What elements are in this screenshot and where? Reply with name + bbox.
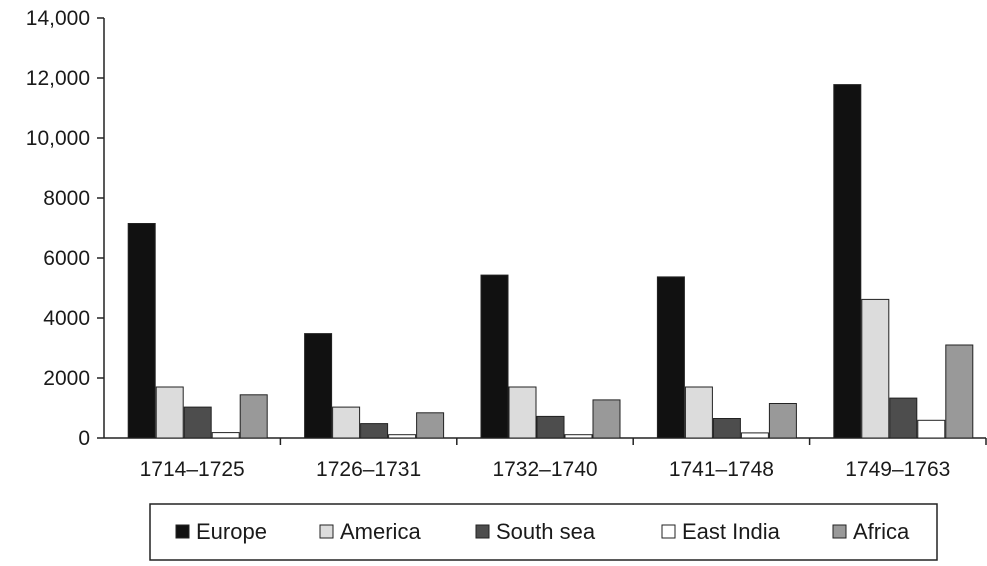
x-tick-label: 1726–1731 [316, 458, 421, 481]
legend: Europe America South sea East India Africa [149, 503, 938, 561]
y-tick-label: 4000 [43, 307, 90, 330]
bar-africa [416, 412, 445, 439]
legend-swatch [661, 524, 676, 539]
bar-south-sea [889, 397, 918, 439]
y-tick-label: 10,000 [26, 127, 90, 150]
bar-europe [833, 84, 862, 439]
x-tick-label: 1741–1748 [669, 458, 774, 481]
bar-east-india [740, 432, 769, 439]
y-tick-label: 6000 [43, 247, 90, 270]
bar-south-sea [536, 415, 565, 439]
y-tick-label: 8000 [43, 187, 90, 210]
y-tick-label: 12,000 [26, 67, 90, 90]
bars [127, 84, 974, 439]
bar-south-sea [183, 406, 212, 439]
legend-box [149, 503, 938, 561]
y-axis: 0 2000 4000 6000 8000 10,000 12,000 14,000 [26, 7, 105, 450]
bar-east-india [917, 419, 946, 439]
y-tick-label: 14,000 [26, 7, 90, 30]
bar-south-sea [712, 418, 741, 439]
legend-swatch [319, 524, 334, 539]
legend-swatch [832, 524, 847, 539]
bar-europe [127, 223, 156, 439]
x-tick-label: 1732–1740 [492, 458, 597, 481]
bar-europe [480, 274, 509, 439]
bar-america [861, 298, 890, 439]
bar-america [508, 386, 537, 439]
bar-africa [592, 399, 621, 439]
x-tick-label: 1749–1763 [845, 458, 950, 481]
bar-africa [945, 344, 974, 439]
legend-label: East India [682, 519, 781, 544]
bar-europe [304, 333, 333, 439]
bar-east-india [564, 434, 593, 439]
legend-swatch [475, 524, 490, 539]
bar-europe [656, 276, 685, 439]
bar-east-india [388, 434, 417, 439]
bar-africa [768, 403, 797, 439]
legend-label: Europe [196, 519, 267, 544]
x-tick-label: 1714–1725 [140, 458, 245, 481]
bar-east-india [211, 432, 240, 439]
legend-label: Africa [853, 519, 910, 544]
y-tick-label: 0 [78, 427, 90, 450]
bar-america [684, 386, 713, 439]
legend-swatch [175, 524, 190, 539]
bar-america [332, 406, 361, 439]
y-tick-label: 2000 [43, 367, 90, 390]
bar-south-sea [360, 423, 389, 439]
legend-label: South sea [496, 519, 596, 544]
legend-label: America [340, 519, 421, 544]
bar-america [155, 386, 184, 439]
bar-africa [239, 394, 268, 439]
x-axis: 1714–1725 1726–1731 1732–1740 1741–1748 1749… [104, 437, 987, 481]
